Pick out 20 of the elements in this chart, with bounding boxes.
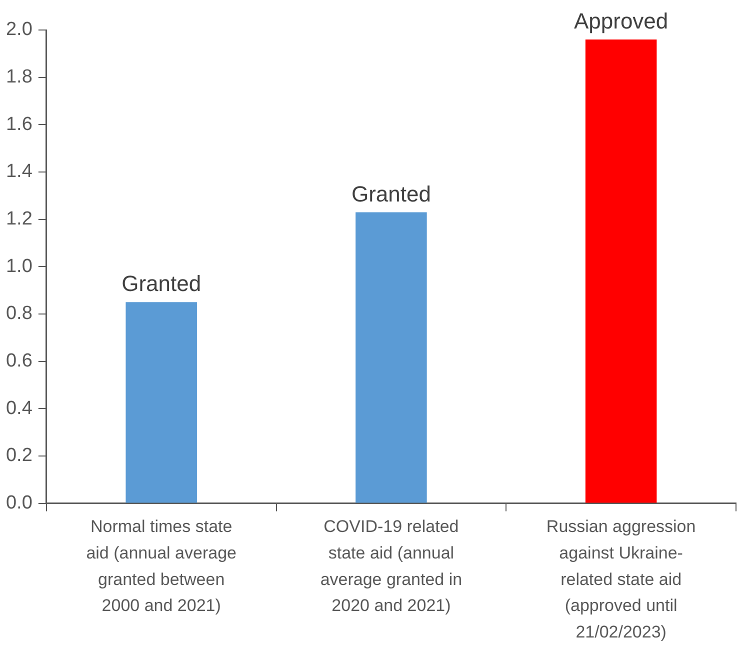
- y-tick-label: 0.8: [6, 303, 32, 324]
- x-tick-label: Normal times state aid (annual average granted between 2000 and 2021): [86, 517, 236, 616]
- x-tick-label: COVID-19 related state aid (annual average granted in 2020 and 2021): [320, 517, 462, 616]
- y-tick-label: 0.4: [6, 398, 33, 419]
- y-tick-label: 0.6: [6, 350, 32, 372]
- annotation: Granted: [122, 271, 202, 296]
- y-tick-label: 1.8: [6, 66, 32, 88]
- annotation: Approved: [574, 8, 668, 34]
- y-tick-label: 0.0: [6, 492, 32, 514]
- y-tick-label: 2.0: [6, 19, 32, 40]
- y-tick-label: 1.2: [6, 208, 32, 230]
- bar: [126, 302, 197, 503]
- bar: [585, 39, 657, 503]
- annotation: Granted: [351, 181, 431, 206]
- x-tick-label: Russian aggression against Ukraine-related state aid (approved until 21/02/2023): [546, 517, 696, 642]
- y-tick-label: 0.2: [6, 445, 32, 466]
- y-tick-label: 1.0: [6, 256, 32, 277]
- y-tick-label: 1.6: [6, 114, 32, 135]
- y-tick-label: 1.4: [6, 161, 33, 182]
- bar: [356, 212, 427, 503]
